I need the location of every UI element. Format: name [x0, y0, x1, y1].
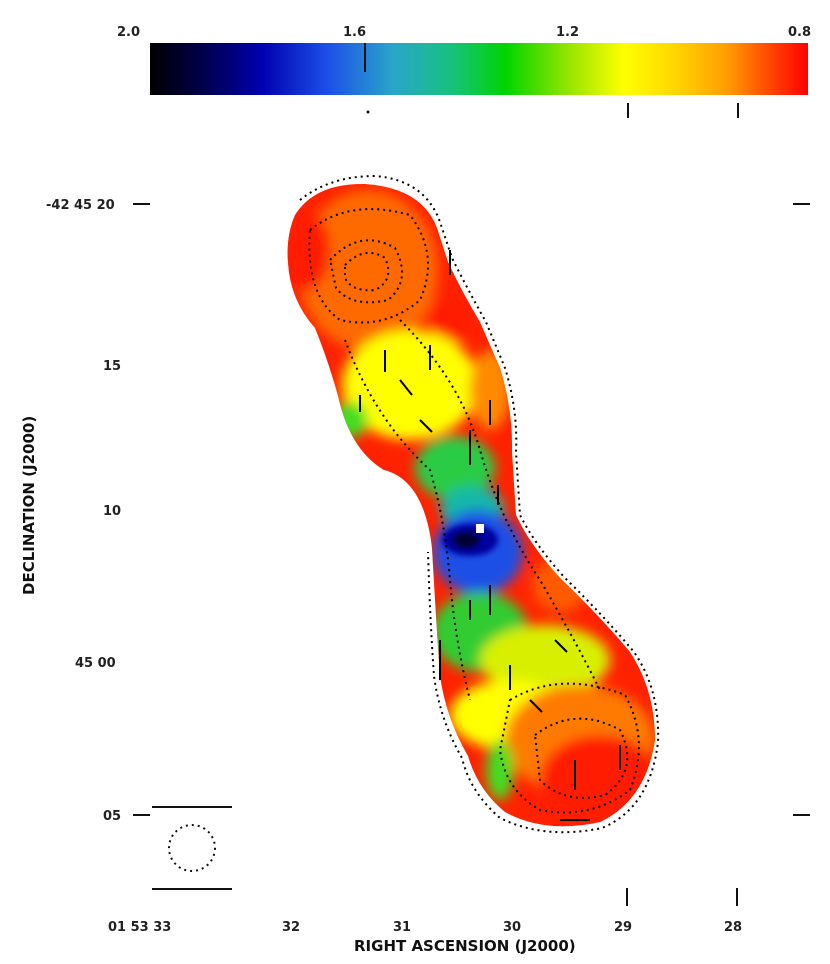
y-axis-title: DECLINATION (J2000) — [20, 416, 38, 595]
orange-north-lobe — [298, 190, 438, 350]
x-tick-label-0: 01 53 33 — [108, 920, 171, 935]
orange-upper-jet-right — [470, 350, 510, 430]
x-tick-label-4: 29 — [614, 920, 632, 935]
north-contour-2 — [344, 251, 390, 292]
y-tick-label-0: -42 45 20 — [46, 198, 115, 213]
north-contour-3 — [308, 208, 429, 324]
colorbar-tick-label-2: 1.2 — [556, 25, 579, 40]
y-tick-label-2: 10 — [103, 504, 121, 519]
y-tick-label-3: 05 — [103, 809, 121, 824]
orange-lower-jet-right — [532, 557, 588, 613]
outer-contour — [299, 174, 660, 834]
core-white-pixel — [476, 524, 484, 533]
jet-contour-left — [344, 339, 471, 701]
pol-vector — [399, 379, 413, 396]
y-tick-labels: -42 45 20 15 10 05 45 00 — [46, 198, 121, 824]
colorbar-tick-label-0: 2.0 — [117, 25, 140, 40]
green-upper-spot — [332, 402, 368, 438]
red-north-right — [428, 295, 472, 345]
contours — [299, 174, 660, 834]
y-tick-label-1: 15 — [103, 359, 121, 374]
x-tick-label-3: 30 — [503, 920, 521, 935]
polarization-vectors — [359, 250, 621, 821]
x-tick-label-5: 28 — [724, 920, 742, 935]
x-axis-title: RIGHT ASCENSION (J2000) — [354, 937, 576, 955]
colorbar-tick-label-1: 1.6 — [343, 25, 366, 40]
colorbar-gradient — [150, 43, 808, 95]
south-contour-1 — [533, 717, 629, 799]
red-north-edge — [287, 210, 330, 290]
yellow-lower-jet — [480, 625, 610, 695]
green-south-edge — [486, 740, 514, 800]
core-field — [442, 524, 498, 556]
x-tick-labels: 01 53 33 32 31 30 29 28 — [108, 920, 742, 935]
north-contour-1 — [328, 239, 403, 304]
green-neck — [415, 436, 495, 500]
spectral-index-map — [287, 183, 655, 827]
colorbar-lower-dot — [366, 110, 370, 114]
pol-vector — [554, 639, 568, 653]
yellow-upper-jet — [342, 330, 478, 440]
x-tick-label-2: 31 — [393, 920, 411, 935]
y-tick-label-4: 45 00 — [75, 656, 116, 671]
x-tick-label-1: 32 — [282, 920, 300, 935]
pol-vector — [529, 699, 543, 713]
jet-contour-right — [399, 319, 601, 691]
axes — [133, 203, 810, 906]
black-core — [452, 531, 480, 549]
map-color-field — [287, 190, 655, 825]
colorbar-tick-label-3: 0.8 — [788, 25, 811, 40]
beam-ellipse — [168, 824, 216, 872]
colorbar: 2.0 1.6 1.2 0.8 — [117, 25, 811, 118]
beam-marker — [152, 806, 232, 890]
pol-vector — [419, 419, 433, 433]
